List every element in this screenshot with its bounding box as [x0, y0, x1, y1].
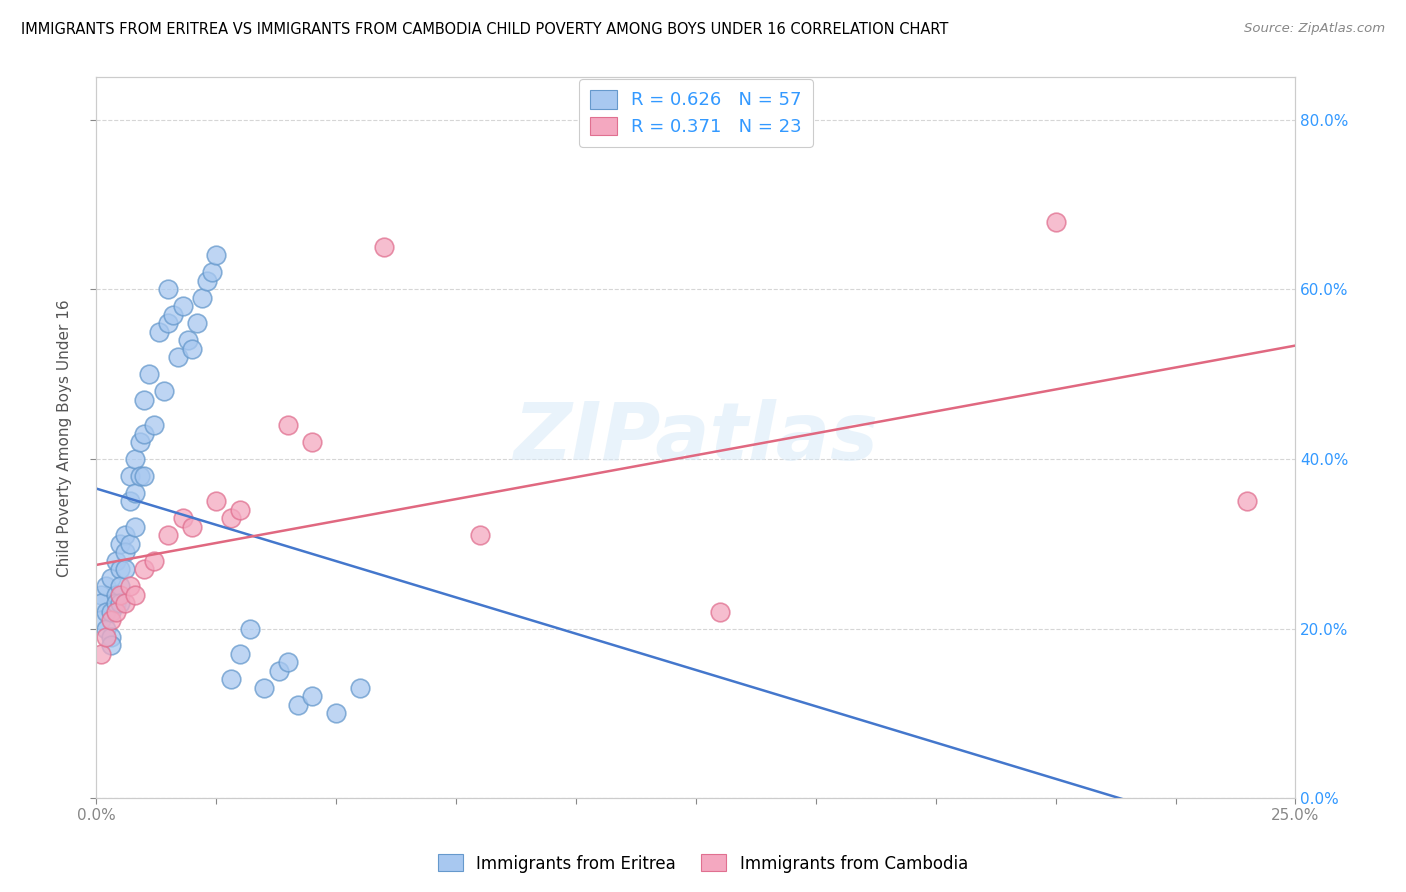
- Point: [120, 494, 142, 508]
- Point: [104, 605, 127, 619]
- Point: [104, 588, 127, 602]
- Point: [90, 588, 112, 602]
- Point: [134, 469, 156, 483]
- Point: [205, 248, 228, 262]
- Point: [186, 316, 208, 330]
- Point: [181, 342, 204, 356]
- Point: [157, 316, 180, 330]
- Point: [172, 299, 194, 313]
- Point: [114, 528, 136, 542]
- Point: [200, 265, 222, 279]
- Text: ZIPatlas: ZIPatlas: [513, 399, 879, 476]
- Point: [110, 562, 132, 576]
- Point: [325, 706, 347, 721]
- Point: [94, 622, 117, 636]
- Point: [172, 511, 194, 525]
- Point: [301, 435, 323, 450]
- Point: [100, 639, 122, 653]
- Point: [709, 605, 731, 619]
- Point: [219, 673, 242, 687]
- Point: [148, 325, 170, 339]
- Point: [167, 350, 190, 364]
- Point: [277, 417, 299, 432]
- Point: [181, 520, 204, 534]
- Point: [229, 503, 252, 517]
- Point: [114, 562, 136, 576]
- Point: [287, 698, 309, 712]
- Point: [90, 613, 112, 627]
- Point: [124, 520, 146, 534]
- Point: [100, 630, 122, 644]
- Point: [90, 647, 112, 661]
- Point: [124, 588, 146, 602]
- Text: Source: ZipAtlas.com: Source: ZipAtlas.com: [1244, 22, 1385, 36]
- Point: [124, 452, 146, 467]
- Point: [124, 486, 146, 500]
- Legend: Immigrants from Eritrea, Immigrants from Cambodia: Immigrants from Eritrea, Immigrants from…: [432, 847, 974, 880]
- Point: [100, 613, 122, 627]
- Point: [134, 562, 156, 576]
- Point: [138, 367, 160, 381]
- Point: [157, 282, 180, 296]
- Point: [373, 240, 395, 254]
- Point: [114, 545, 136, 559]
- Point: [114, 596, 136, 610]
- Point: [94, 579, 117, 593]
- Point: [349, 681, 371, 695]
- Point: [134, 426, 156, 441]
- Point: [219, 511, 242, 525]
- Point: [267, 664, 290, 678]
- Point: [470, 528, 492, 542]
- Point: [104, 554, 127, 568]
- Point: [120, 469, 142, 483]
- Point: [120, 537, 142, 551]
- Point: [1045, 214, 1067, 228]
- Point: [110, 537, 132, 551]
- Point: [100, 605, 122, 619]
- Point: [191, 291, 214, 305]
- Point: [110, 579, 132, 593]
- Point: [301, 690, 323, 704]
- Point: [143, 417, 166, 432]
- Point: [195, 274, 218, 288]
- Y-axis label: Child Poverty Among Boys Under 16: Child Poverty Among Boys Under 16: [58, 299, 72, 576]
- Point: [110, 588, 132, 602]
- Point: [176, 333, 198, 347]
- Point: [134, 392, 156, 407]
- Text: IMMIGRANTS FROM ERITREA VS IMMIGRANTS FROM CAMBODIA CHILD POVERTY AMONG BOYS UND: IMMIGRANTS FROM ERITREA VS IMMIGRANTS FR…: [21, 22, 949, 37]
- Point: [128, 435, 150, 450]
- Point: [253, 681, 276, 695]
- Point: [277, 656, 299, 670]
- Legend: R = 0.626   N = 57, R = 0.371   N = 23: R = 0.626 N = 57, R = 0.371 N = 23: [579, 79, 813, 147]
- Point: [239, 622, 262, 636]
- Point: [128, 469, 150, 483]
- Point: [94, 630, 117, 644]
- Point: [1236, 494, 1258, 508]
- Point: [94, 605, 117, 619]
- Point: [120, 579, 142, 593]
- Point: [110, 596, 132, 610]
- Point: [143, 554, 166, 568]
- Point: [162, 308, 184, 322]
- Point: [152, 384, 174, 398]
- Point: [229, 647, 252, 661]
- Point: [90, 596, 112, 610]
- Point: [100, 571, 122, 585]
- Point: [104, 596, 127, 610]
- Point: [205, 494, 228, 508]
- Point: [157, 528, 180, 542]
